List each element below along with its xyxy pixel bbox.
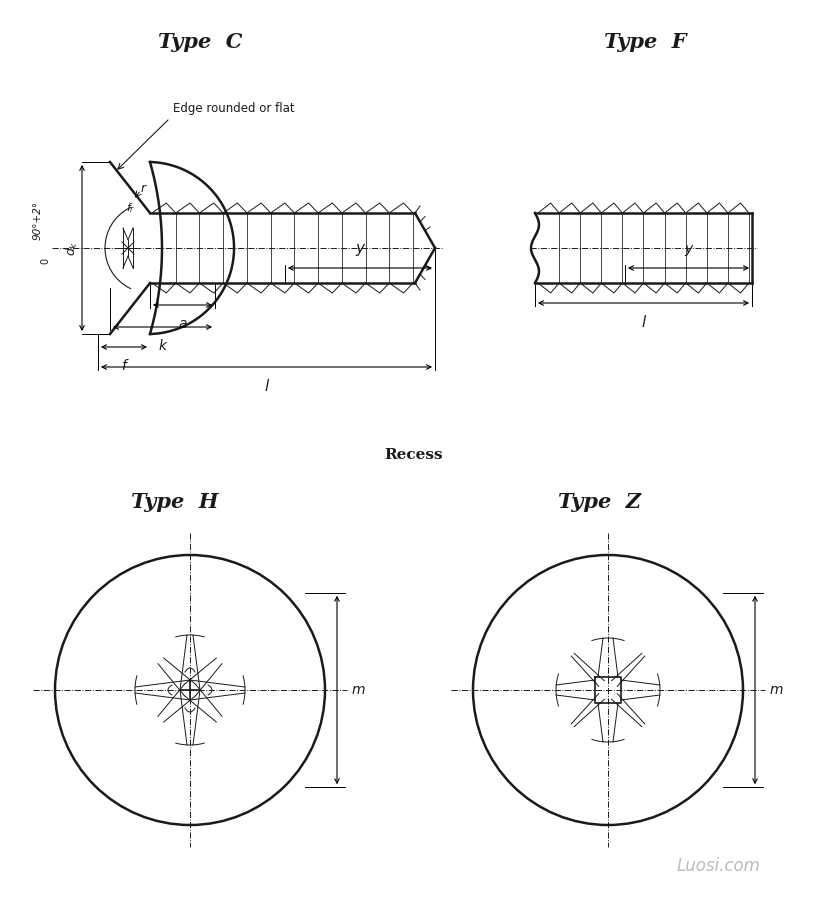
Text: Edge rounded or flat: Edge rounded or flat <box>173 102 294 115</box>
Text: $f_r$: $f_r$ <box>126 201 136 215</box>
Text: y: y <box>684 242 691 256</box>
Text: 0: 0 <box>40 258 50 264</box>
Text: l: l <box>641 315 645 330</box>
Text: f: f <box>122 359 127 373</box>
Text: Type  H: Type H <box>131 492 219 512</box>
Text: Type  F: Type F <box>603 32 686 52</box>
Text: k: k <box>158 339 166 353</box>
Text: l: l <box>264 379 268 394</box>
Text: m: m <box>352 683 365 697</box>
Text: r: r <box>140 182 146 194</box>
Text: m: m <box>769 683 782 697</box>
Text: 90°+2°: 90°+2° <box>33 201 43 240</box>
Text: $d_k$: $d_k$ <box>64 240 80 256</box>
Text: Type  Z: Type Z <box>558 492 641 512</box>
Text: y: y <box>355 241 364 256</box>
Text: Type  C: Type C <box>157 32 242 52</box>
Text: Luosi.com: Luosi.com <box>676 857 759 875</box>
Text: Recess: Recess <box>384 448 443 462</box>
Text: a: a <box>178 317 186 331</box>
